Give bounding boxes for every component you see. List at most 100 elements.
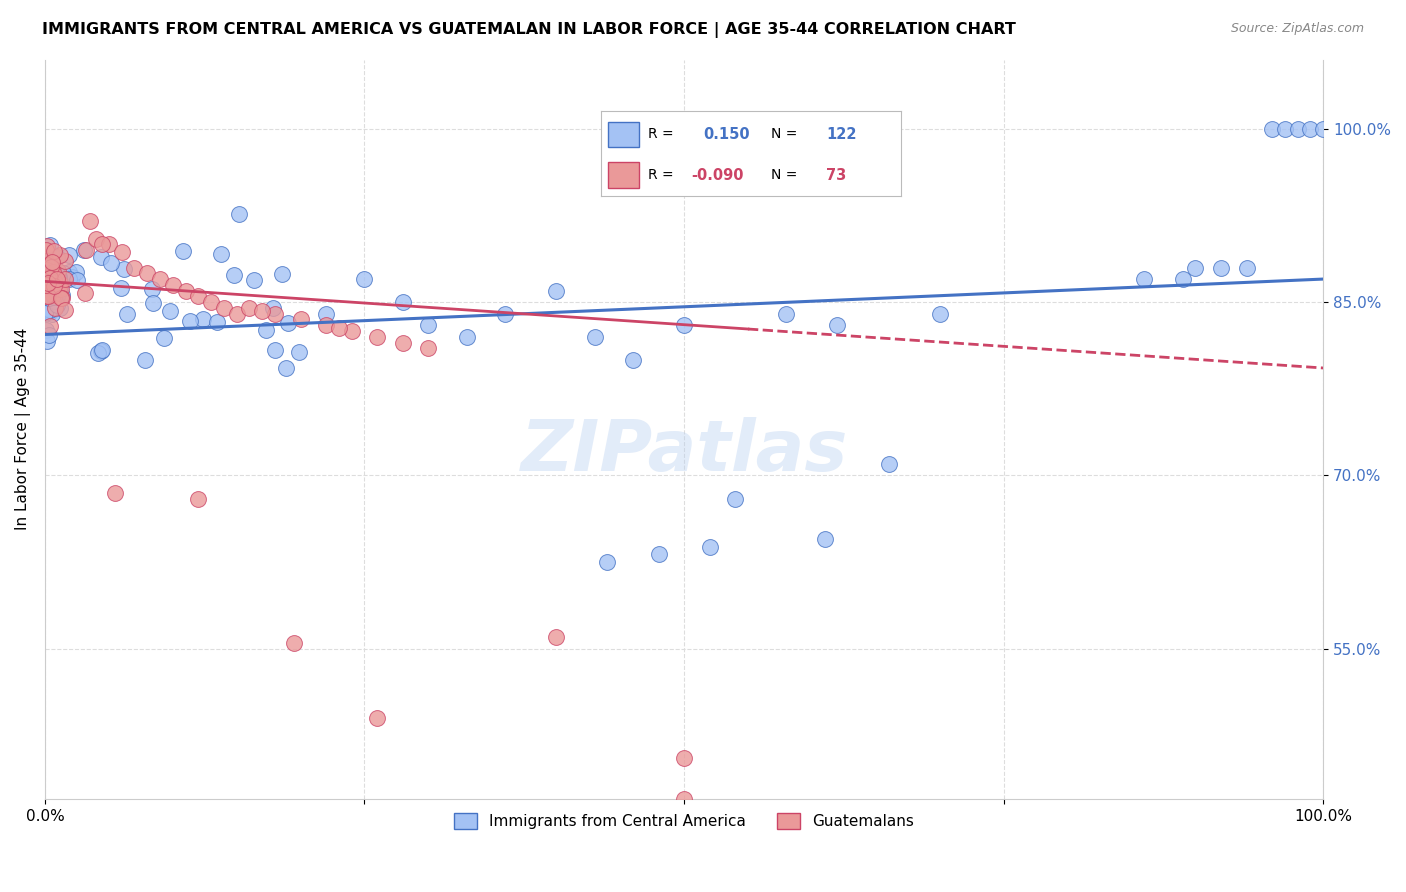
- Point: [124, 260, 146, 275]
- Point: [1274, 122, 1296, 136]
- Point: [159, 304, 181, 318]
- Point: [46, 293, 69, 308]
- Point: [222, 268, 245, 282]
- Point: [38, 291, 60, 305]
- Point: [34, 270, 56, 285]
- Point: [1236, 260, 1258, 275]
- Point: [39, 246, 62, 260]
- Point: [37, 263, 59, 277]
- Point: [45, 263, 67, 277]
- Point: [45, 295, 67, 310]
- Point: [37, 253, 59, 268]
- Point: [1312, 122, 1334, 136]
- Point: [212, 301, 235, 315]
- Point: [621, 352, 644, 367]
- Point: [79, 214, 101, 228]
- Point: [39, 283, 62, 297]
- Point: [49, 280, 72, 294]
- Point: [1209, 260, 1232, 275]
- Point: [392, 335, 415, 350]
- Point: [39, 319, 62, 334]
- Point: [48, 269, 70, 284]
- Point: [44, 293, 66, 308]
- Point: [583, 330, 606, 344]
- Point: [34, 272, 56, 286]
- Point: [66, 273, 89, 287]
- Point: [39, 253, 62, 268]
- Point: [277, 316, 299, 330]
- Point: [366, 330, 388, 344]
- Point: [724, 491, 747, 506]
- Text: ZIPatlas: ZIPatlas: [520, 417, 848, 486]
- Point: [39, 303, 62, 318]
- Point: [136, 266, 159, 280]
- Point: [162, 277, 184, 292]
- Point: [35, 280, 58, 294]
- Point: [42, 288, 65, 302]
- Legend: Immigrants from Central America, Guatemalans: Immigrants from Central America, Guatema…: [449, 807, 920, 836]
- Point: [44, 301, 66, 315]
- Point: [46, 298, 69, 312]
- Point: [494, 307, 516, 321]
- Point: [41, 274, 63, 288]
- Point: [91, 237, 114, 252]
- Point: [35, 252, 58, 267]
- Point: [243, 272, 266, 286]
- Point: [250, 304, 273, 318]
- Point: [209, 247, 232, 261]
- Point: [46, 268, 69, 282]
- Point: [37, 289, 59, 303]
- Point: [112, 261, 135, 276]
- Point: [44, 279, 66, 293]
- Point: [60, 270, 83, 285]
- Point: [200, 295, 222, 310]
- Point: [418, 318, 440, 333]
- Point: [46, 272, 69, 286]
- Point: [262, 301, 284, 315]
- Point: [38, 238, 60, 252]
- Text: IMMIGRANTS FROM CENTRAL AMERICA VS GUATEMALAN IN LABOR FORCE | AGE 35-44 CORRELA: IMMIGRANTS FROM CENTRAL AMERICA VS GUATE…: [42, 22, 1017, 38]
- Point: [673, 751, 696, 765]
- Point: [142, 296, 165, 310]
- Point: [48, 268, 70, 283]
- Point: [53, 303, 76, 318]
- Point: [49, 248, 72, 262]
- Point: [392, 295, 415, 310]
- Point: [366, 711, 388, 725]
- Point: [90, 344, 112, 359]
- Point: [264, 307, 287, 321]
- Point: [73, 285, 96, 300]
- Point: [340, 324, 363, 338]
- Point: [37, 254, 59, 268]
- Point: [75, 243, 97, 257]
- Point: [35, 268, 58, 282]
- Point: [35, 243, 58, 257]
- Point: [35, 239, 58, 253]
- Point: [42, 283, 65, 297]
- Point: [49, 276, 72, 290]
- Point: [271, 267, 294, 281]
- Point: [179, 314, 201, 328]
- Point: [87, 346, 110, 360]
- Point: [100, 256, 122, 270]
- Point: [34, 323, 56, 337]
- Point: [38, 269, 60, 284]
- Point: [134, 353, 156, 368]
- Point: [315, 307, 337, 321]
- Point: [193, 312, 215, 326]
- Point: [45, 289, 67, 303]
- Point: [41, 301, 63, 316]
- Point: [1171, 272, 1194, 286]
- Point: [205, 315, 228, 329]
- Point: [38, 271, 60, 285]
- Point: [187, 491, 209, 506]
- Point: [46, 287, 69, 301]
- Point: [35, 277, 58, 292]
- Point: [41, 307, 63, 321]
- Point: [45, 250, 67, 264]
- Point: [110, 245, 132, 260]
- Point: [353, 272, 375, 286]
- Point: [91, 343, 114, 357]
- Point: [254, 323, 277, 337]
- Point: [34, 260, 56, 274]
